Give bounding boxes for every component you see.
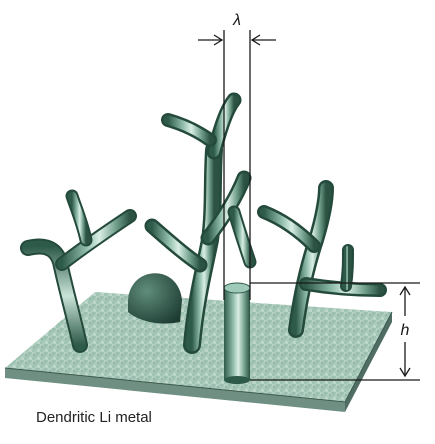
dendrite-left — [20, 189, 137, 353]
width-annotation — [198, 30, 276, 300]
height-label: h — [401, 322, 410, 339]
dendrite-cylinder — [223, 282, 251, 384]
dendrite-center — [144, 92, 257, 354]
figure-caption: Dendritic Li metal — [36, 409, 152, 426]
lambda-label: λ — [232, 12, 241, 29]
height-annotation — [250, 282, 420, 381]
dome-deposit — [128, 273, 182, 324]
